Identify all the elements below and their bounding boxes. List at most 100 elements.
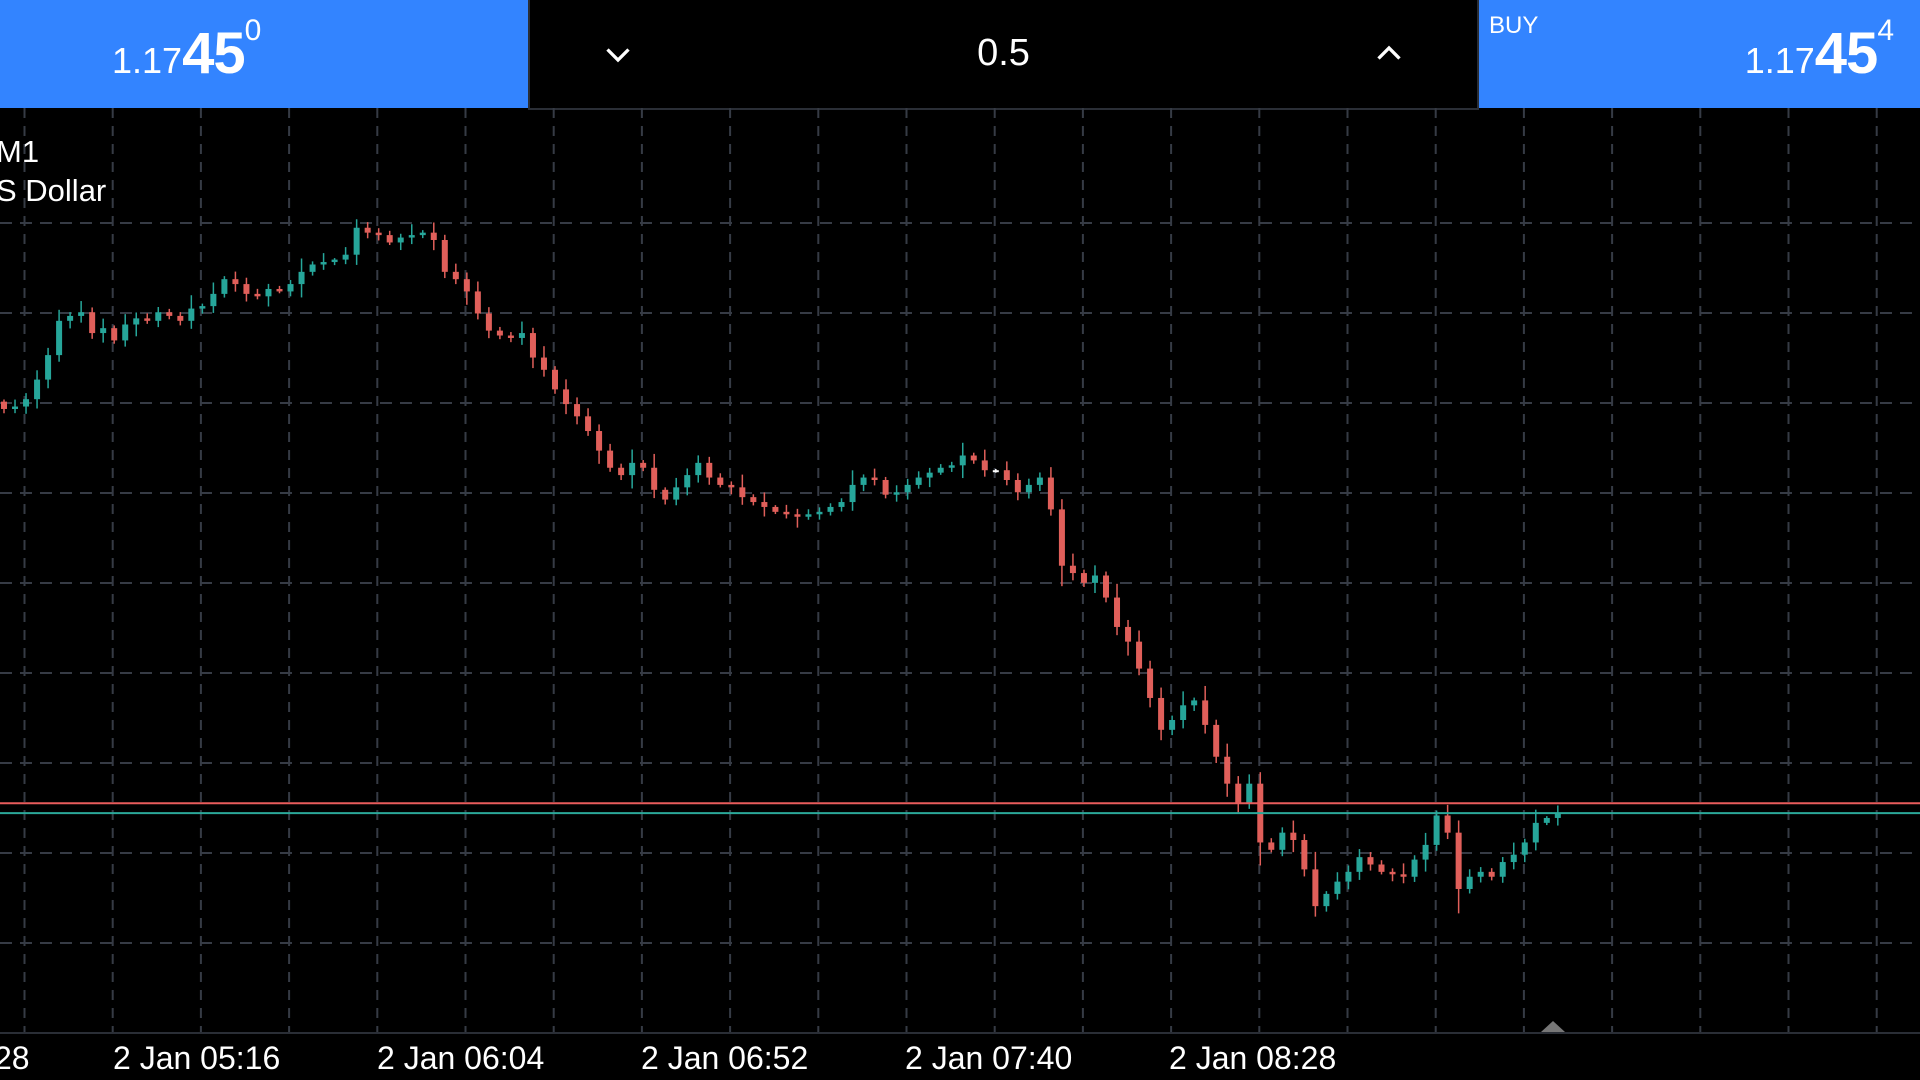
candle-body [375,232,382,236]
candle-body [1246,783,1253,804]
candle-body [728,484,735,488]
candle-body [816,511,823,515]
candle-body [893,492,900,495]
volume-stepper[interactable]: 0.5 [528,0,1479,110]
candle-body [1477,871,1484,877]
buy-price-fraction: 4 [1877,14,1894,47]
candle-body [1400,874,1407,877]
buy-price-prefix: 1.17 [1744,40,1815,81]
candle-body [474,291,481,314]
candle-body [1356,857,1363,872]
candle-body [871,477,878,481]
candle-body [1213,724,1220,757]
candle-body [1125,626,1132,642]
candle-body [618,467,625,476]
candle-body [1158,697,1165,730]
sell-price: 1.17450 [112,14,261,87]
candle-body [1510,854,1517,863]
candle-body [518,333,525,338]
candle-body [452,271,459,280]
candle-body [1499,862,1506,877]
candle-body [1069,565,1076,574]
candle-body [1103,575,1109,598]
candle-body [970,455,977,461]
candle-body [1268,842,1275,850]
x-tick-label: 2 Jan 07:40 [905,1040,1073,1076]
candle-body [1191,700,1198,706]
candle-body [56,320,63,356]
candle-body [849,484,856,503]
candle-body [133,318,140,325]
chevron-down-icon[interactable] [600,36,636,72]
candle-body [1532,822,1539,843]
candle-body [188,308,195,321]
candle-body [78,312,85,316]
scroll-marker-icon[interactable] [1541,1021,1565,1032]
candle-body [585,416,592,432]
candle-body [353,227,360,255]
candle-body [1378,864,1385,872]
candle-body [1312,869,1319,907]
candle-body [243,284,250,294]
candle-body [496,330,503,336]
candle-body [761,502,768,507]
candle-body [552,369,558,390]
candle-body [1036,477,1043,485]
candle-body [629,462,636,476]
candle-body [166,312,173,316]
candle-body [155,312,162,321]
candle-body [1080,573,1087,583]
candle-body [1058,509,1065,566]
candle-body [717,477,724,485]
candle-body [948,465,955,468]
candle-body [1367,857,1374,865]
candle-body [684,475,691,488]
candle-body [1290,832,1297,841]
timeframe-label: M1 [0,134,40,169]
candle-body [254,293,261,297]
candle-body [144,318,151,321]
x-tick-label: 28 [0,1040,30,1076]
chart-info: M1 S Dollar [0,132,106,210]
candle-body [265,288,272,297]
x-tick-label: 2 Jan 05:16 [113,1040,281,1076]
sell-price-prefix: 1.17 [112,40,183,81]
candle-body [1433,815,1440,845]
volume-value[interactable]: 0.5 [977,32,1030,74]
price-chart[interactable] [0,108,1920,1032]
candle-body [1169,720,1176,730]
candle-body [1014,480,1021,493]
x-tick-label: 2 Jan 06:52 [641,1040,809,1076]
candle-body [926,472,933,478]
candle-body [1455,832,1462,889]
candle-body [309,264,316,272]
candle-body [640,462,647,468]
candle-body [1543,817,1550,823]
candle-body [1180,705,1187,721]
candle-body [662,489,669,500]
candle-body [1114,597,1121,627]
candle-body [1003,470,1010,481]
x-tick-label: 2 Jan 08:28 [1169,1040,1337,1076]
candle-body [1554,813,1561,818]
candle-body [1323,893,1330,907]
candle-body [1235,783,1242,804]
candle-body [1147,668,1154,698]
candle-body [364,227,371,233]
candle-body [607,450,614,468]
candle-body [673,487,680,500]
chevron-up-icon[interactable] [1371,36,1407,72]
candle-body [739,487,746,498]
buy-button[interactable]: BUY 1.17454 [1479,0,1920,108]
candle-body [67,315,74,321]
candle-body [210,293,217,307]
candle-body [1488,871,1495,877]
candle-body [507,335,514,338]
candle-body [1025,484,1032,493]
candle-body [937,467,944,473]
candle-body [651,467,658,490]
candle-body [1091,575,1098,583]
candle-body [177,315,184,321]
x-tick-label: 2 Jan 06:04 [377,1040,545,1076]
sell-button[interactable]: 1.17450 [0,0,528,108]
